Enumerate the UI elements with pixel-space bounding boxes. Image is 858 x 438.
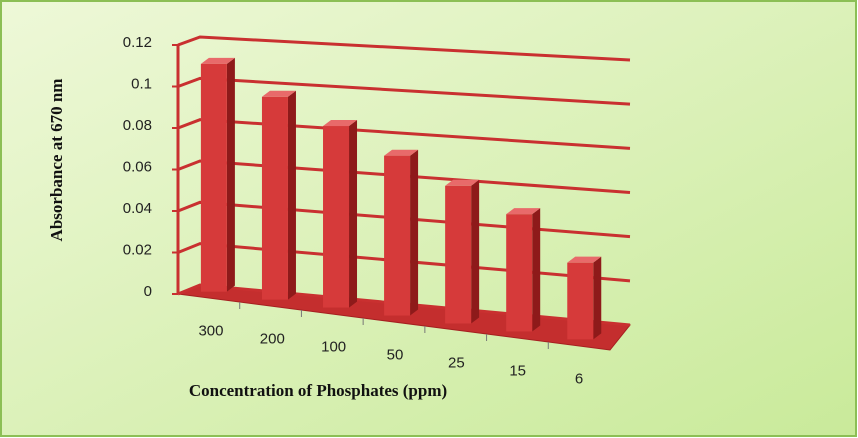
grid-line: [177, 76, 631, 106]
bar-top: [506, 208, 541, 215]
bar-top: [200, 57, 235, 64]
grid-line: [177, 35, 631, 62]
x-tick-label: 15: [509, 362, 526, 379]
y-tick-label: 0.12: [123, 34, 152, 51]
x-tick-label: 25: [448, 354, 465, 371]
x-tick-label: 200: [260, 331, 285, 348]
bar: [323, 120, 358, 308]
x-axis-title: Concentration of Phosphates (ppm): [189, 381, 447, 400]
bar-side: [410, 149, 419, 316]
y-tick-label: 0.02: [123, 241, 152, 258]
y-tick-label: 0.04: [123, 200, 152, 217]
bar: [384, 149, 419, 316]
grid-line: [177, 242, 631, 283]
bar-front: [261, 96, 288, 300]
x-tick-label: 50: [387, 347, 404, 364]
y-tick-label: 0.08: [123, 117, 152, 134]
grid-line: [177, 159, 631, 194]
bar-top: [261, 90, 296, 97]
grid-line: [177, 283, 631, 327]
x-tick-label: 100: [321, 339, 346, 356]
bar-top: [323, 120, 358, 127]
bar-side: [593, 256, 602, 340]
y-tick-label: 0.1: [131, 75, 152, 92]
bar: [445, 179, 480, 324]
bar-top: [567, 256, 602, 263]
bar-side: [471, 179, 480, 324]
bar-front: [567, 262, 594, 340]
grid-line: [177, 118, 631, 150]
bar-top: [384, 149, 419, 156]
bar-front: [506, 214, 533, 332]
bar-top: [445, 179, 480, 186]
bar-side: [349, 120, 358, 308]
x-tick-label: 300: [198, 323, 223, 340]
bar-side: [226, 57, 235, 292]
y-tick-label: 0.06: [123, 158, 152, 175]
bar-front: [323, 126, 350, 308]
bar-side: [287, 90, 296, 300]
plot-area: 0 0.02 0.04 0.06 0.08 0.1 0.12 300 200 100 50 25 15 6: [123, 34, 631, 387]
bar: [200, 57, 235, 292]
bar: [261, 90, 296, 300]
bar-side: [532, 208, 541, 332]
bar: [567, 256, 602, 340]
bar-front: [384, 155, 411, 316]
y-tick-label: 0: [144, 283, 152, 300]
bar: [506, 208, 541, 332]
y-axis-title: Absorbance at 670 nm: [47, 79, 66, 242]
bar-front: [200, 63, 227, 292]
x-tick-label: 6: [575, 370, 583, 387]
bar-front: [445, 185, 472, 324]
grid-line: [177, 200, 631, 239]
